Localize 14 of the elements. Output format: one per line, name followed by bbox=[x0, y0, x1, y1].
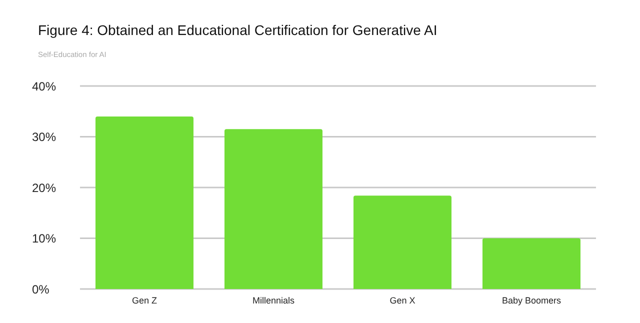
bar bbox=[482, 238, 580, 289]
bar bbox=[224, 129, 322, 289]
y-tick-label: 0% bbox=[32, 282, 50, 296]
x-tick-label: Gen Z bbox=[132, 295, 158, 306]
y-tick-label: 40% bbox=[32, 79, 56, 94]
x-tick-label: Millennials bbox=[252, 295, 295, 306]
bar bbox=[353, 196, 452, 289]
y-tick-label: 30% bbox=[32, 130, 56, 144]
bar bbox=[95, 116, 194, 289]
y-tick-label: 10% bbox=[32, 232, 56, 246]
y-tick-label: 20% bbox=[32, 180, 56, 195]
x-tick-label: Baby Boomers bbox=[502, 295, 562, 306]
chart-title: Figure 4: Obtained an Educational Certification for Generative AI bbox=[38, 22, 438, 38]
x-tick-label: Gen X bbox=[390, 295, 416, 306]
